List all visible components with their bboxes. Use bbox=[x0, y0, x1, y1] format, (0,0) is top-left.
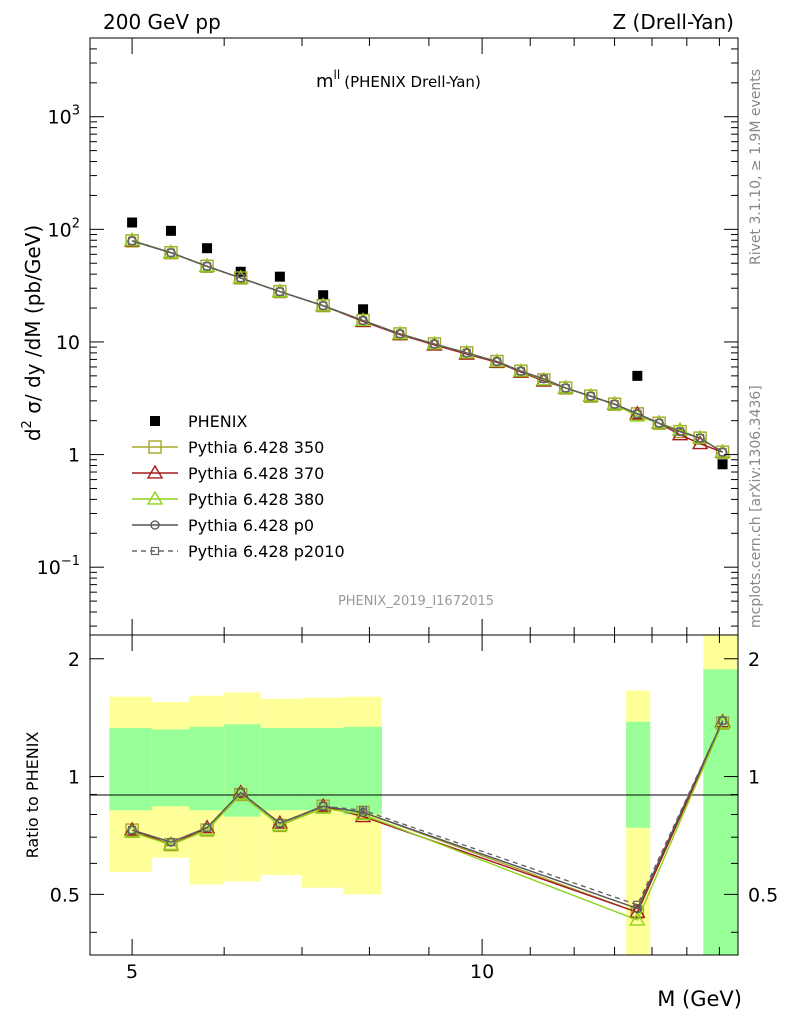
analysis-watermark: PHENIX_2019_I1672015 bbox=[338, 594, 494, 609]
legend-label-pythia-6-428-p2010: Pythia 6.428 p2010 bbox=[188, 542, 345, 561]
main-series-layer bbox=[123, 217, 731, 470]
data-point-pythia-6-428-p2010 bbox=[633, 409, 642, 418]
y-tick-label: 1 bbox=[68, 445, 80, 467]
ratio-y-tick-label: 1 bbox=[68, 767, 80, 789]
mcplots-credit-label: mcplots.cern.ch [arXiv:1306.3436] bbox=[748, 385, 764, 628]
data-point-pythia-6-428-p2010 bbox=[275, 287, 284, 296]
main-axes-layer: 10−1 1 10 102 103 bbox=[37, 37, 738, 635]
series-line-pythia-6-428-p2010 bbox=[131, 240, 723, 453]
data-point-phenix bbox=[165, 225, 176, 236]
legend-label-pythia-6-428-370: Pythia 6.428 370 bbox=[188, 464, 324, 483]
rivet-version-label: Rivet 3.1.10, ≥ 1.9M events bbox=[748, 69, 764, 265]
data-point-pythia-6-428-p2010 bbox=[236, 273, 245, 283]
data-point-pythia-6-428-p2010 bbox=[128, 236, 137, 245]
ratio-panel: 0.5 0.5 1 1 2 2 5 10 Ratio to PHENIX M (GeV) bbox=[23, 634, 778, 1011]
uncertainty-band-green bbox=[626, 721, 651, 828]
x-tick-label: 5 bbox=[126, 961, 138, 983]
data-point-pythia-6-428-p2010 bbox=[202, 262, 212, 271]
data-point-pythia-6-428-p2010 bbox=[675, 427, 685, 436]
y-tick-label: 103 bbox=[48, 104, 80, 129]
ratio-y-tick-label: 0.5 bbox=[50, 884, 80, 906]
header-left-label: 200 GeV pp bbox=[103, 10, 221, 34]
ratio-point-pythia-6-428-p2010 bbox=[166, 838, 176, 847]
x-axis-label: M (GeV) bbox=[657, 987, 742, 1011]
ratio-point-pythia-6-428-p2010 bbox=[275, 819, 284, 828]
data-point-phenix bbox=[632, 370, 643, 381]
uncertainty-band-green bbox=[189, 726, 225, 811]
ratio-point-pythia-6-428-p2010 bbox=[718, 716, 727, 725]
data-point-pythia-6-428-p2010 bbox=[395, 329, 405, 338]
y-tick-label: 10−1 bbox=[37, 554, 80, 579]
data-point-phenix bbox=[717, 459, 728, 470]
data-point-pythia-6-428-p2010 bbox=[718, 448, 727, 457]
legend-marker-phenix bbox=[150, 416, 160, 426]
legend-marker-pythia-6-428-p2010 bbox=[150, 546, 160, 556]
data-point-phenix bbox=[358, 304, 369, 315]
main-panel: 10−1 1 10 102 103 mll (PHENIX Drell-Yan) PHEN… bbox=[20, 37, 739, 636]
plot-title: mll (PHENIX Drell-Yan) bbox=[316, 68, 481, 92]
data-point-pythia-6-428-p2010 bbox=[655, 419, 664, 428]
legend-label-pythia-6-428-380: Pythia 6.428 380 bbox=[188, 490, 324, 509]
ratio-point-pythia-6-428-p2010 bbox=[358, 806, 368, 815]
data-point-pythia-6-428-p2010 bbox=[696, 434, 705, 443]
ratio-point-pythia-6-428-380 bbox=[629, 911, 646, 926]
ratio-point-pythia-6-428-p2010 bbox=[128, 825, 137, 835]
uncertainty-band-green bbox=[224, 724, 261, 817]
ratio-point-pythia-6-428-p2010 bbox=[236, 788, 245, 797]
legend-label-pythia-6-428-p0: Pythia 6.428 p0 bbox=[188, 516, 314, 535]
ratio-series-layer bbox=[123, 713, 731, 926]
data-point-phenix bbox=[127, 217, 138, 228]
legend-label-phenix: PHENIX bbox=[188, 412, 247, 431]
uncertainty-band-green bbox=[343, 726, 382, 815]
data-point-pythia-6-428-p2010 bbox=[319, 301, 328, 310]
data-point-pythia-6-428-p2010 bbox=[492, 357, 502, 366]
legend-marker-pythia-6-428-p0 bbox=[150, 520, 160, 530]
legend-label-pythia-6-428-350: Pythia 6.428 350 bbox=[188, 438, 324, 457]
ratio-y-axis-label: Ratio to PHENIX bbox=[23, 732, 42, 859]
uncertainty-band-green bbox=[260, 728, 302, 811]
x-tick-label: 10 bbox=[470, 961, 494, 983]
data-point-pythia-6-428-p2010 bbox=[610, 400, 619, 409]
header-right-label: Z (Drell-Yan) bbox=[612, 10, 734, 34]
legend: PHENIX Pythia 6.428 350 Pythia 6.428 370 Py… bbox=[132, 412, 345, 561]
data-point-pythia-6-428-p2010 bbox=[516, 367, 526, 376]
uncertainty-band-green bbox=[151, 729, 190, 807]
legend-marker-pythia-6-428-370 bbox=[146, 464, 164, 479]
data-point-pythia-6-428-p2010 bbox=[166, 248, 176, 257]
ratio-y-tick-label-right: 2 bbox=[748, 649, 760, 671]
uncertainty-band-green bbox=[301, 728, 344, 811]
data-point-phenix bbox=[202, 243, 213, 254]
main-y-axis-label: d2 σ/ dy /dM (pb/GeV) bbox=[20, 225, 45, 441]
data-point-pythia-6-428-p2010 bbox=[462, 348, 471, 357]
y-tick-label: 10 bbox=[56, 332, 80, 354]
ratio-point-pythia-6-428-p2010 bbox=[202, 823, 212, 832]
ratio-y-tick-label-right: 1 bbox=[748, 767, 760, 789]
ratio-line-pythia-6-428-380 bbox=[131, 722, 724, 921]
data-point-pythia-6-428-p2010 bbox=[561, 383, 570, 393]
ratio-y-tick-label: 2 bbox=[68, 649, 80, 671]
legend-marker-pythia-6-428-350 bbox=[148, 440, 162, 454]
data-point-pythia-6-428-p2010 bbox=[586, 392, 595, 401]
data-point-pythia-6-428-p2010 bbox=[358, 316, 368, 325]
ratio-line-pythia-6-428-p0 bbox=[131, 720, 724, 910]
data-point-pythia-6-428-p2010 bbox=[430, 339, 439, 349]
ratio-frame bbox=[89, 634, 739, 956]
data-point-pythia-6-428-p2010 bbox=[539, 374, 548, 383]
ratio-point-pythia-6-428-p2010 bbox=[633, 900, 642, 909]
legend-marker-pythia-6-428-380 bbox=[146, 490, 164, 505]
data-point-phenix bbox=[274, 271, 285, 282]
ratio-point-pythia-6-428-p2010 bbox=[319, 802, 328, 811]
uncertainty-band-green bbox=[703, 669, 738, 955]
ratio-axes-layer: 0.5 0.5 1 1 2 2 5 10 bbox=[50, 635, 778, 983]
uncertainty-band-green bbox=[109, 728, 152, 811]
ratio-y-tick-label-right: 0.5 bbox=[748, 884, 778, 906]
y-tick-label: 102 bbox=[48, 216, 80, 241]
data-point-phenix bbox=[318, 290, 329, 301]
